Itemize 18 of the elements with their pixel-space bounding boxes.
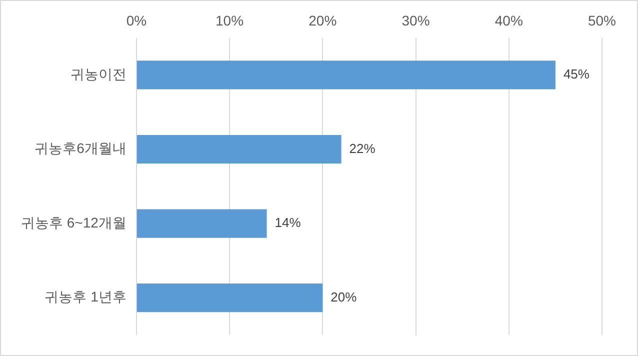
x-tick-label: 10% [216,12,244,28]
x-tick-label: 0% [126,12,147,28]
bar [136,284,323,312]
x-tick-label: 50% [588,12,616,28]
bar [136,209,267,238]
y-tick-label: 귀농후6개월내 [34,140,126,156]
x-tick-label: 40% [494,12,523,28]
y-tick-label: 귀농후 6~12개월 [20,214,126,230]
bar [136,60,556,90]
y-tick-label: 귀농후 1년후 [44,288,126,305]
data-label: 45% [563,66,590,82]
data-label: 20% [330,289,358,304]
x-tick-label: 20% [308,12,337,28]
data-label: 22% [349,140,376,156]
bar [136,134,342,164]
y-tick-label: 귀농이전 [70,66,126,82]
x-tick-label: 30% [402,12,430,28]
data-label: 14% [274,215,302,230]
